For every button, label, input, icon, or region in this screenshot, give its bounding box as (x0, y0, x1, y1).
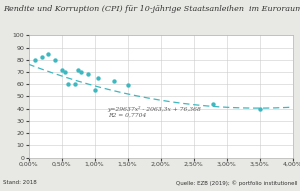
Text: Quelle: EZB (2019); © portfolio institutionell: Quelle: EZB (2019); © portfolio institut… (176, 180, 297, 186)
Point (52, 58, 57, 61)
Point (211, 102, 216, 105)
Point (76, 68, 80, 71)
Point (112, 79, 117, 82)
Text: y=29637x² - 2063,3x + 76,368
R2 = 0,7704: y=29637x² - 2063,3x + 76,368 R2 = 0,7704 (108, 106, 202, 118)
Point (66, 83, 70, 86)
Point (59, 68, 64, 71)
Point (62, 70, 67, 74)
Point (125, 84, 130, 87)
Point (72, 83, 77, 86)
Point (46, 52, 51, 55)
Text: Stand: 2018: Stand: 2018 (3, 180, 37, 185)
Point (33, 58, 38, 61)
Text: Rendite und Korruption (CPI) für 10-jährige Staatsanleihen  im Euroraum: Rendite und Korruption (CPI) für 10-jähr… (3, 5, 300, 13)
Point (79, 70, 84, 74)
Point (85, 73, 90, 76)
Point (92, 89, 97, 92)
Point (257, 107, 262, 110)
Point (39, 56, 44, 59)
Point (95, 77, 100, 80)
